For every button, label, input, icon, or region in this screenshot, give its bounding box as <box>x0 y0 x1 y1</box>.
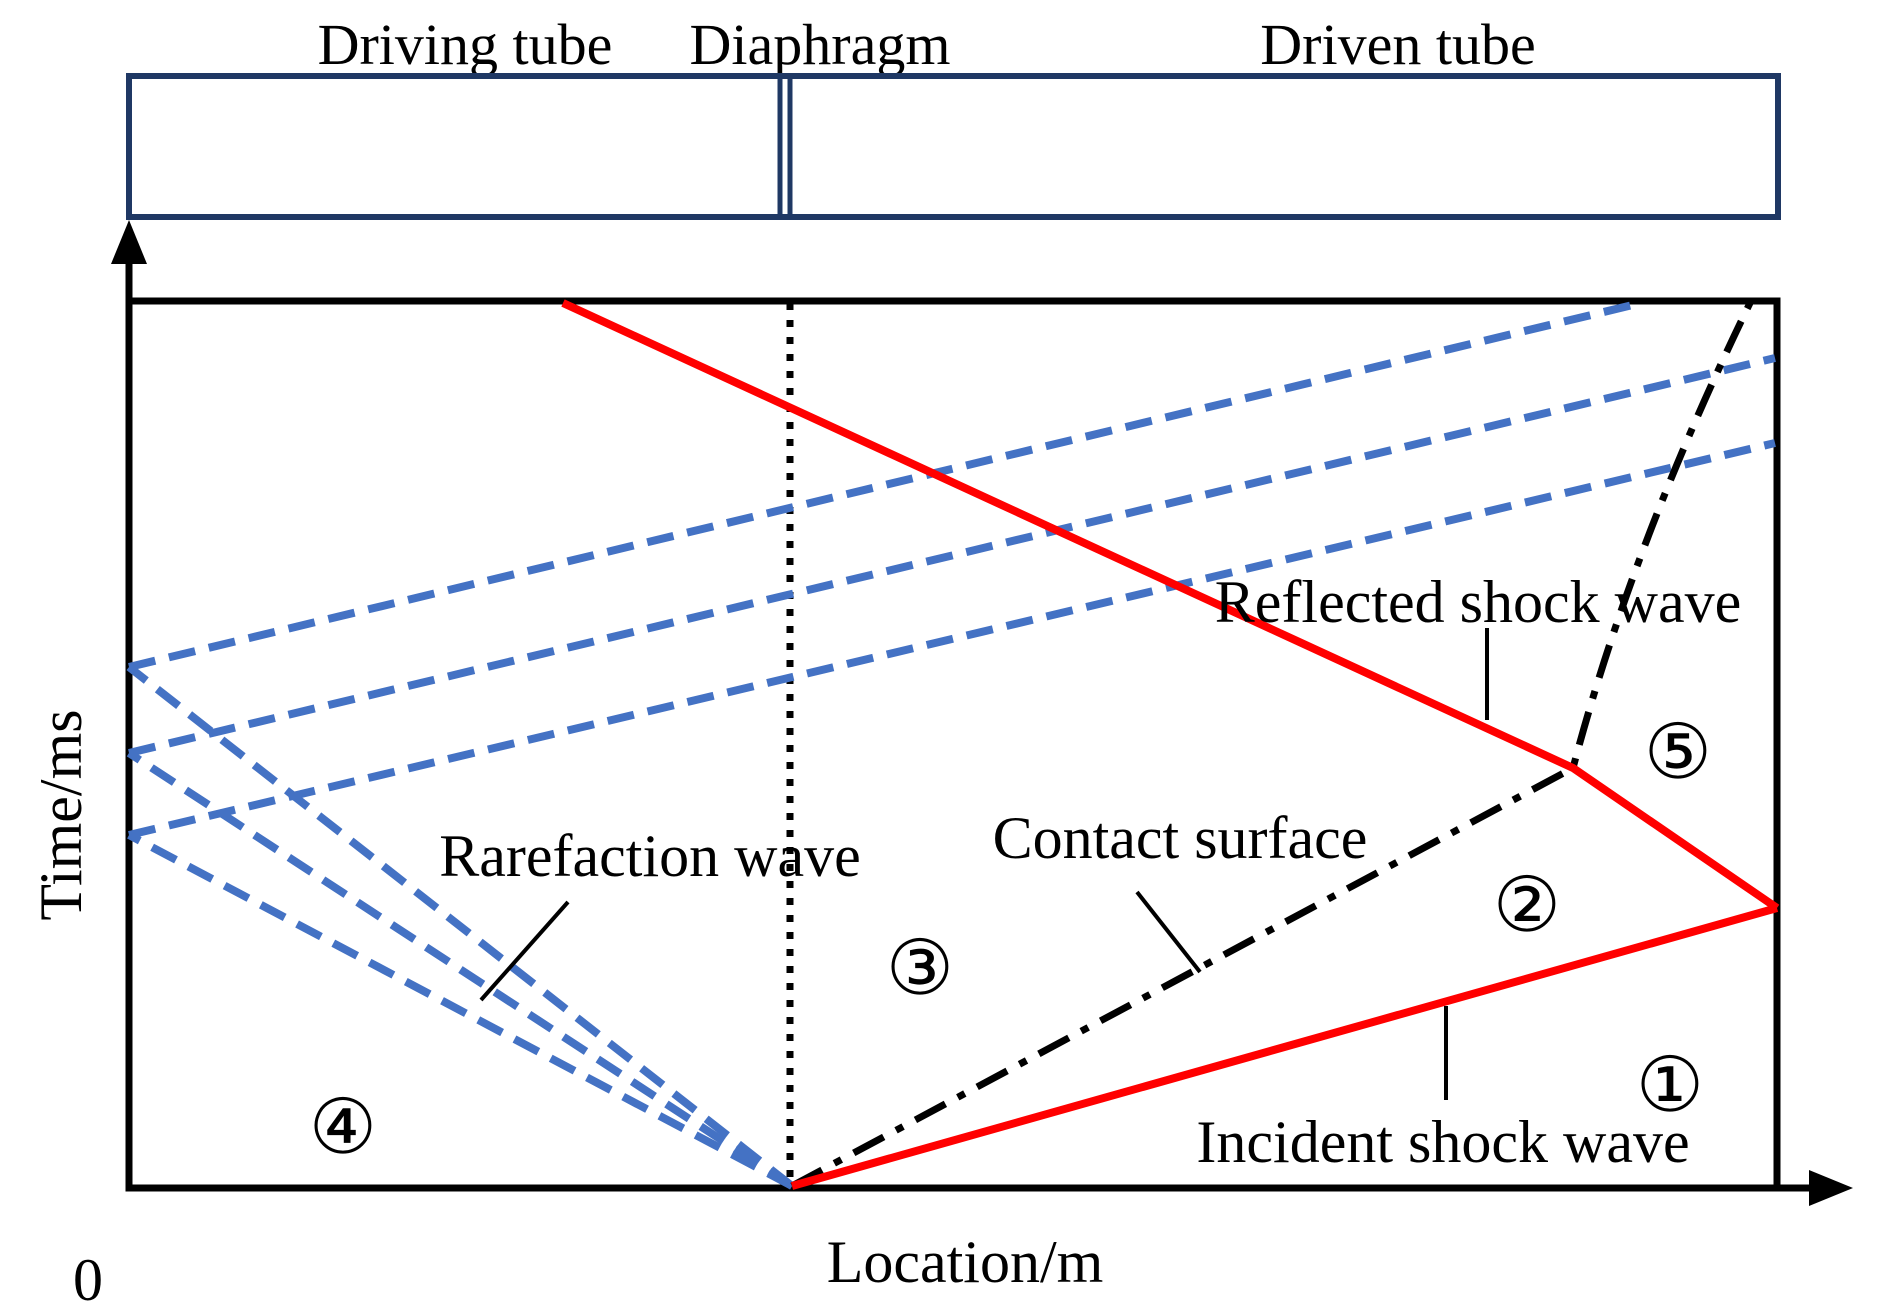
region-3-badge: ③ <box>886 923 954 1012</box>
reflected-shock-label: Reflected shock wave <box>1215 569 1741 635</box>
rarefaction-leader-line <box>479 900 570 1002</box>
region-2-badge: ② <box>1493 860 1561 949</box>
driving-tube-label: Driving tube <box>318 12 613 77</box>
contact-surface-label: Contact surface <box>993 805 1368 871</box>
rarefaction-fan-line <box>127 831 794 1190</box>
x-axis-label: Location/m <box>827 1229 1104 1295</box>
rarefaction-reflected-line <box>128 354 1776 757</box>
region-5-badge: ⑤ <box>1644 707 1712 796</box>
diaphragm-label: Diaphragm <box>690 12 951 77</box>
driven-tube-label: Driven tube <box>1260 12 1535 77</box>
incident-shock-line <box>790 904 1779 1190</box>
region-4-badge: ④ <box>309 1082 377 1171</box>
rarefaction-wave-label: Rarefaction wave <box>439 823 860 889</box>
origin-label: 0 <box>73 1247 103 1306</box>
x-axis-arrow-icon <box>1809 1170 1853 1206</box>
rarefaction-fan-line <box>126 749 795 1190</box>
y-axis-arrow-icon <box>111 220 147 264</box>
reflected-shock-line <box>561 299 1780 912</box>
contact-surface-line <box>790 301 1754 1190</box>
rarefaction-reflected-line <box>128 439 1776 839</box>
region-1-badge: ① <box>1636 1040 1704 1129</box>
rarefaction-fan-line <box>126 663 795 1190</box>
incident-shock-label: Incident shock wave <box>1196 1109 1689 1175</box>
tube-outline <box>126 73 1781 220</box>
rarefaction-reflected-line <box>128 299 1642 671</box>
y-axis-label: Time/ms <box>28 709 94 920</box>
contact-leader-line <box>1135 890 1202 974</box>
